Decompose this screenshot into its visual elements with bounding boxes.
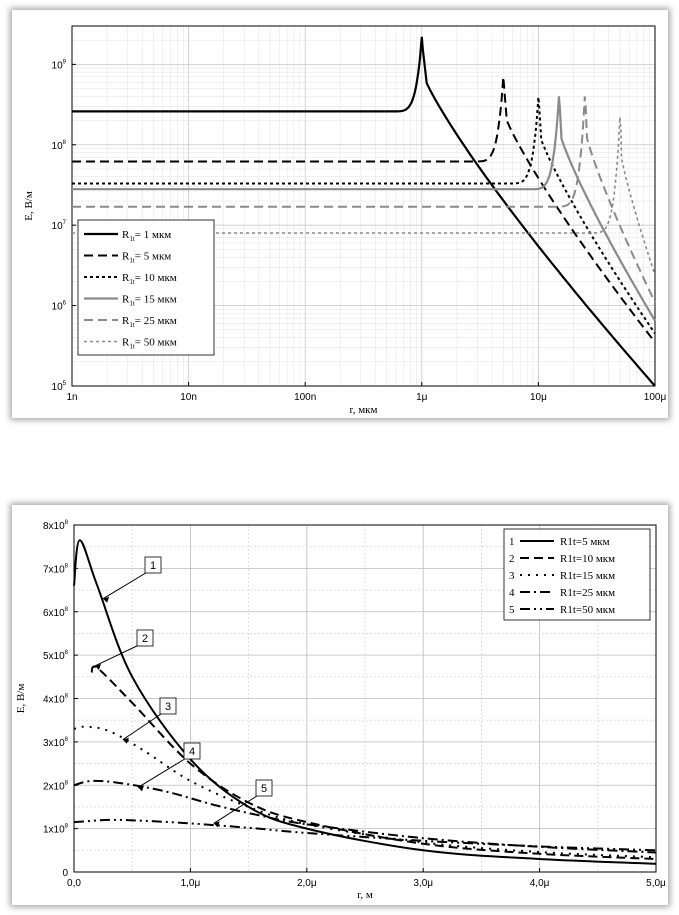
x-tick-label: 100μ — [644, 392, 667, 403]
x-tick-label: 1,0μ — [181, 878, 201, 889]
y-tick-label: 0 — [62, 868, 68, 879]
x-tick-label: 100n — [294, 392, 316, 403]
callout-label-5: 5 — [261, 783, 267, 795]
callout-box-1 — [144, 556, 162, 574]
y-tick-label: 3x108 — [43, 737, 69, 749]
y-tick-label: 105 — [52, 381, 67, 393]
series-line-2 — [90, 665, 657, 860]
series-line-1 — [72, 36, 656, 387]
callout-box-4 — [183, 742, 201, 760]
legend-box — [77, 219, 215, 356]
x-tick-label: 3,0μ — [413, 878, 433, 889]
series-line-3 — [72, 97, 656, 335]
callout-leader-4 — [137, 756, 189, 788]
y-tick-label: 2x108 — [43, 780, 69, 792]
callout-leader-3 — [122, 711, 165, 741]
y-tick-label: 107 — [52, 220, 67, 232]
y-tick-label: 8x108 — [43, 520, 69, 532]
callout-leader-2 — [94, 643, 142, 667]
series-line-2 — [72, 76, 656, 343]
legend-label-6: R1t= 50 мкм — [122, 337, 177, 351]
legend-label-5: R1t=50 мкм — [560, 604, 615, 616]
y-axis-label: E, В/м — [15, 684, 27, 714]
legend-label-2: R1t=10 мкм — [560, 553, 615, 565]
legend-label-2: R1t= 5 мкм — [122, 251, 171, 265]
x-tick-label: 4,0μ — [530, 878, 550, 889]
callout-label-4: 4 — [189, 746, 195, 758]
legend-label-4: R1t= 15 мкм — [122, 294, 177, 308]
y-tick-label: 6x108 — [43, 607, 69, 619]
callout-arrow-4 — [138, 785, 145, 792]
y-tick-label: 108 — [52, 140, 67, 152]
x-tick-label: 1μ — [416, 392, 428, 403]
callout-leader-1 — [102, 570, 150, 600]
legend-label-1: R1t=5 мкм — [560, 536, 610, 548]
y-tick-label: 5x108 — [43, 650, 69, 662]
legend-label-5: R1t= 25 мкм — [122, 315, 177, 329]
x-tick-label: 10μ — [530, 392, 547, 403]
callout-box-3 — [159, 697, 177, 715]
series-line-1 — [73, 539, 657, 865]
x-tick-label: 5,0μ — [646, 878, 666, 889]
callout-box-5 — [255, 779, 273, 797]
legend-id-2: 2 — [509, 553, 515, 565]
log-log-chart-panel: 1n 10n 100n 1μ 10μ 100μ 105 106 107 108 109 r, мкм E… — [12, 10, 668, 418]
legend-label-3: R1t=15 мкм — [560, 570, 615, 582]
legend-id-3: 3 — [509, 570, 515, 582]
series-line-3 — [73, 725, 657, 859]
linear-chart: 0,0 1,0μ 2,0μ 3,0μ 4,0μ 5,0μ 0 1x108 2x108 3x108 4… — [15, 520, 666, 901]
log-log-chart: 1n 10n 100n 1μ 10μ 100μ 105 106 107 108 109 r, мкм E… — [23, 25, 667, 416]
callout-leader-5 — [213, 793, 261, 824]
x-axis-label: r, м — [357, 889, 373, 901]
series-line-5 — [73, 818, 657, 852]
legend-id-5: 5 — [509, 604, 515, 616]
y-axis-label: E, В/м — [23, 191, 35, 221]
legend-label-1: R1t= 1 мкм — [122, 229, 171, 243]
series-line-4 — [72, 96, 656, 322]
y-tick-label: 4x108 — [43, 694, 69, 706]
y-tick-label: 109 — [52, 59, 67, 71]
callout-arrow-1 — [103, 596, 110, 603]
callout-label-2: 2 — [142, 633, 148, 645]
y-tick-label: 106 — [52, 301, 67, 313]
legend-id-1: 1 — [509, 536, 515, 548]
x-tick-label: 10n — [180, 392, 197, 403]
legend-id-4: 4 — [509, 587, 515, 599]
callout-label-3: 3 — [165, 701, 171, 713]
callout-arrow-5 — [213, 821, 220, 828]
series-line-5 — [72, 96, 656, 303]
linear-chart-panel: 0,0 1,0μ 2,0μ 3,0μ 4,0μ 5,0μ 0 1x108 2x108 3x108 4… — [12, 505, 668, 905]
legend-label-3: R1t= 10 мкм — [122, 272, 177, 286]
x-axis-label: r, мкм — [350, 404, 378, 416]
callout-arrow-3 — [122, 737, 129, 744]
callout-arrow-2 — [94, 663, 101, 670]
callout-label-1: 1 — [150, 560, 156, 572]
y-tick-label: 7x108 — [43, 563, 69, 575]
x-tick-label: 1n — [66, 392, 77, 403]
x-tick-label: 0,0 — [67, 878, 81, 889]
callout-box-2 — [136, 629, 154, 647]
series-line-4 — [73, 779, 657, 854]
x-tick-label: 2,0μ — [297, 878, 317, 889]
y-tick-label: 1x108 — [43, 824, 69, 836]
legend-label-4: R1t=25 мкм — [560, 587, 615, 599]
